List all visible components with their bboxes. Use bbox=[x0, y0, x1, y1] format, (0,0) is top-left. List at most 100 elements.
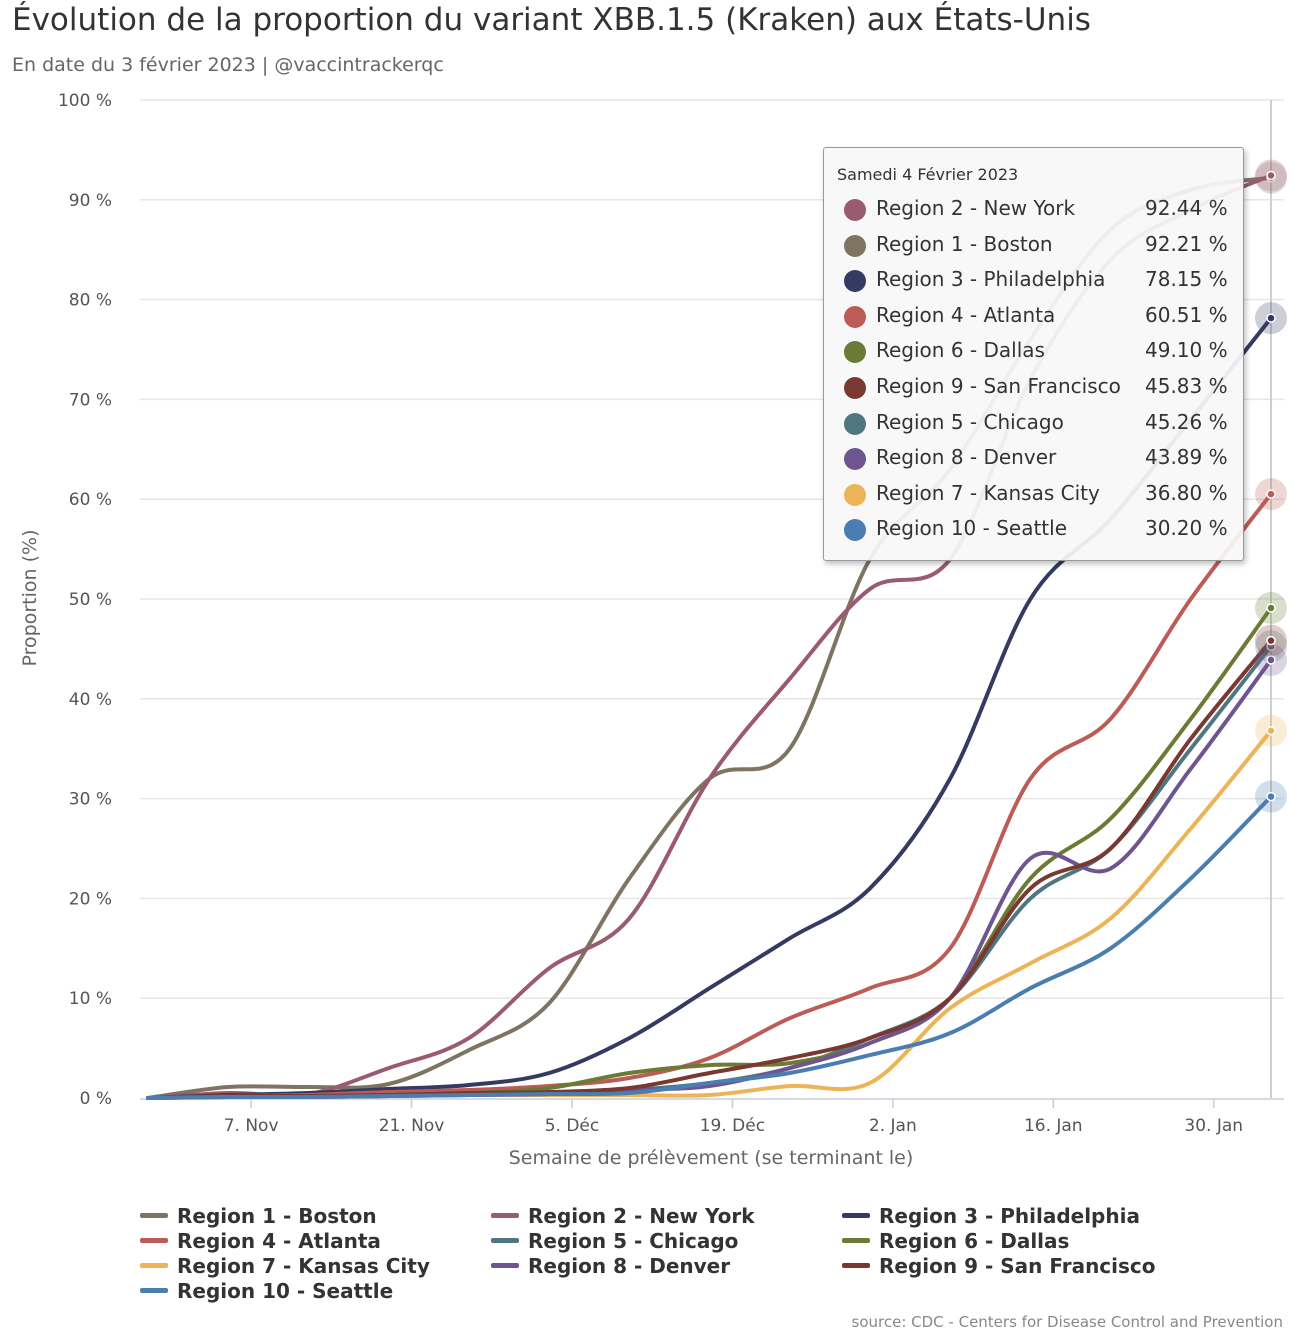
x-tick-label: 5. Déc bbox=[545, 1116, 600, 1136]
tooltip-row: Region 5 - Chicago 45.26 % bbox=[842, 407, 1232, 437]
tooltip-series-name: Region 2 - New York bbox=[876, 196, 1076, 220]
tooltip-series-name: Region 9 - San Francisco bbox=[876, 374, 1121, 398]
data-point[interactable] bbox=[1266, 170, 1276, 181]
y-tick-label: 100 % bbox=[58, 91, 112, 111]
series-color-dot bbox=[844, 412, 866, 435]
legend-label: Region 4 - Atlanta bbox=[177, 1229, 381, 1253]
legend-item[interactable]: Region 7 - Kansas City bbox=[140, 1254, 480, 1278]
tooltip-date: Samedi 4 Février 2023 bbox=[837, 165, 1019, 184]
series-color-dot bbox=[844, 448, 866, 471]
legend-line-symbol bbox=[140, 1213, 168, 1218]
data-point[interactable] bbox=[1266, 313, 1276, 323]
y-tick-label: 30 % bbox=[69, 790, 112, 810]
data-point[interactable] bbox=[1266, 635, 1276, 646]
legend-line-symbol bbox=[140, 1288, 168, 1293]
y-tick-label: 40 % bbox=[69, 690, 112, 710]
legend-line-symbol bbox=[842, 1238, 870, 1243]
series-color-dot bbox=[844, 377, 866, 399]
legend-label: Region 6 - Dallas bbox=[879, 1229, 1070, 1253]
legend-item[interactable]: Region 8 - Denver bbox=[491, 1254, 831, 1278]
tooltip-row: Region 6 - Dallas 49.10 % bbox=[842, 335, 1232, 365]
legend-item[interactable]: Region 5 - Chicago bbox=[491, 1229, 831, 1253]
tooltip-series-name: Region 7 - Kansas City bbox=[876, 480, 1100, 505]
tooltip-series-value: 49.10 % bbox=[1145, 338, 1228, 363]
y-tick-label: 70 % bbox=[69, 390, 112, 410]
tooltip-row: Region 1 - Boston 92.21 % bbox=[842, 229, 1232, 259]
chart-title: Évolution de la proportion du variant XB… bbox=[12, 2, 1091, 38]
x-tick-label: 21. Nov bbox=[379, 1116, 445, 1136]
legend-line-symbol bbox=[842, 1263, 870, 1268]
data-point[interactable] bbox=[1266, 603, 1276, 613]
x-axis-title: Semaine de prélèvement (se terminant le) bbox=[509, 1147, 914, 1169]
series-color-dot bbox=[844, 234, 866, 257]
series-color-dot bbox=[844, 341, 866, 364]
tooltip-series-name: Region 8 - Denver bbox=[876, 445, 1057, 470]
tooltip-series-value: 30.20 % bbox=[1145, 516, 1228, 541]
y-tick-label: 0 % bbox=[80, 1089, 112, 1109]
data-point[interactable] bbox=[1266, 725, 1276, 736]
tooltip-series-name: Region 6 - Dallas bbox=[876, 338, 1045, 363]
source-credit[interactable]: source: CDC - Centers for Disease Contro… bbox=[851, 1313, 1283, 1331]
series-color-dot bbox=[844, 483, 866, 506]
legend-item[interactable]: Region 3 - Philadelphia bbox=[842, 1204, 1182, 1228]
y-tick-label: 60 % bbox=[69, 490, 112, 510]
tooltip-series-value: 92.44 % bbox=[1145, 196, 1228, 220]
tooltip-row: Region 8 - Denver 43.89 % bbox=[842, 442, 1232, 472]
data-point[interactable] bbox=[1266, 489, 1276, 499]
tooltip-series-name: Region 3 - Philadelphia bbox=[876, 267, 1106, 292]
tooltip-series-value: 45.26 % bbox=[1145, 409, 1228, 434]
legend-label: Region 7 - Kansas City bbox=[177, 1254, 430, 1278]
legend-line-symbol bbox=[491, 1213, 519, 1218]
y-tick-label: 10 % bbox=[69, 989, 112, 1009]
legend-item[interactable]: Region 1 - Boston bbox=[140, 1204, 480, 1228]
data-point[interactable] bbox=[1266, 655, 1276, 665]
chart-subtitle: En date du 3 février 2023 | @vaccintrack… bbox=[12, 54, 444, 76]
tooltip-series-value: 43.89 % bbox=[1145, 445, 1228, 470]
tooltip-series-name: Region 5 - Chicago bbox=[876, 409, 1064, 434]
legend-item[interactable]: Region 4 - Atlanta bbox=[140, 1229, 480, 1253]
legend-line-symbol bbox=[842, 1213, 870, 1218]
series-line-region-4-atlanta[interactable] bbox=[146, 492, 1273, 1100]
series-color-dot bbox=[844, 519, 866, 542]
legend-label: Region 8 - Denver bbox=[528, 1254, 731, 1278]
legend-line-symbol bbox=[140, 1263, 168, 1268]
series-line-region-10-seattle[interactable] bbox=[146, 794, 1273, 1100]
y-tick-label: 50 % bbox=[69, 590, 112, 610]
data-point[interactable] bbox=[1266, 791, 1276, 802]
legend-item[interactable]: Region 2 - New York bbox=[491, 1204, 831, 1228]
series-color-dot bbox=[844, 199, 866, 221]
tooltip-series-name: Region 1 - Boston bbox=[876, 231, 1053, 256]
legend-label: Region 5 - Chicago bbox=[528, 1229, 739, 1253]
tooltip-series-name: Region 10 - Seattle bbox=[876, 516, 1068, 541]
x-tick-label: 16. Jan bbox=[1024, 1116, 1083, 1136]
legend-item[interactable]: Region 6 - Dallas bbox=[842, 1229, 1182, 1253]
hover-markers bbox=[1255, 159, 1287, 813]
tooltip-row: Region 3 - Philadelphia 78.15 % bbox=[842, 264, 1232, 294]
tooltip-series-value: 60.51 % bbox=[1145, 302, 1228, 327]
tooltip-series-value: 36.80 % bbox=[1145, 480, 1228, 505]
tooltip-series-value: 92.21 % bbox=[1145, 231, 1228, 256]
series-color-dot bbox=[844, 270, 866, 293]
legend-item[interactable]: Region 9 - San Francisco bbox=[842, 1254, 1182, 1278]
y-axis-title: Proportion (%) bbox=[19, 530, 41, 667]
legend-label: Region 1 - Boston bbox=[177, 1204, 377, 1228]
y-tick-label: 90 % bbox=[69, 191, 112, 211]
series-line-region-7-kansas-city[interactable] bbox=[146, 728, 1273, 1100]
tooltip-row: Region 4 - Atlanta 60.51 % bbox=[842, 300, 1232, 330]
legend-label: Region 3 - Philadelphia bbox=[879, 1204, 1140, 1228]
legend-label: Region 9 - San Francisco bbox=[879, 1254, 1156, 1278]
legend-line-symbol bbox=[491, 1263, 519, 1268]
tooltip-row: Region 10 - Seattle 30.20 % bbox=[842, 513, 1232, 543]
y-tick-label: 20 % bbox=[69, 889, 112, 909]
x-axis: 7. Nov 21. Nov 5. Déc 19. Déc 2. Jan 16. Jan 3… bbox=[224, 1099, 1243, 1136]
legend-label: Region 2 - New York bbox=[528, 1204, 755, 1228]
legend-label: Region 10 - Seattle bbox=[177, 1279, 394, 1303]
tooltip-series-name: Region 4 - Atlanta bbox=[876, 302, 1056, 327]
legend-item[interactable]: Region 10 - Seattle bbox=[140, 1279, 480, 1303]
y-tick-label: 80 % bbox=[69, 291, 112, 311]
hover-tooltip: Samedi 4 Février 2023 Region 2 - New Yor… bbox=[823, 147, 1244, 561]
legend-line-symbol bbox=[140, 1238, 168, 1243]
series-color-dot bbox=[844, 305, 866, 328]
y-axis: 0 % 10 % 20 % 30 % 40 % 50 % 60 % 70 % 80 % 90 % 1… bbox=[58, 91, 112, 1109]
tooltip-row: Region 7 - Kansas City 36.80 % bbox=[842, 478, 1232, 508]
